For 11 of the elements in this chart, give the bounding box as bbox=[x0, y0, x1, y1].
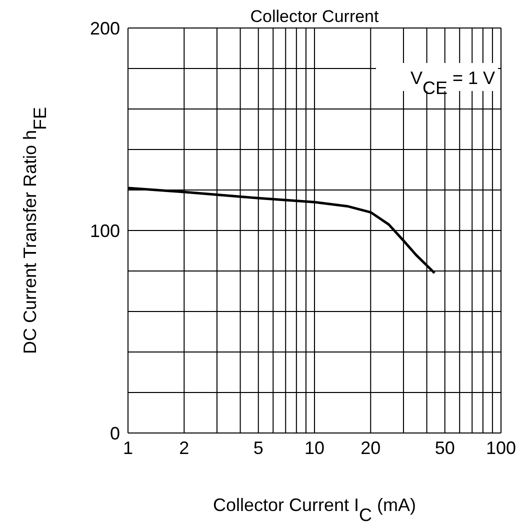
x-tick-label: 1 bbox=[122, 438, 134, 458]
y-tick-label: 200 bbox=[90, 18, 120, 38]
y-tick-label: 0 bbox=[110, 423, 120, 444]
x-tick-label: 5 bbox=[253, 438, 264, 458]
x-tick-label: 10 bbox=[304, 438, 325, 458]
chart-title: Collector Current bbox=[250, 7, 380, 26]
x-tick-label: 20 bbox=[360, 438, 381, 458]
x-tick-label: 2 bbox=[179, 438, 190, 458]
x-tick-label: 50 bbox=[434, 438, 455, 458]
x-tick-label: 100 bbox=[486, 438, 516, 458]
y-tick-label: 100 bbox=[90, 220, 120, 241]
